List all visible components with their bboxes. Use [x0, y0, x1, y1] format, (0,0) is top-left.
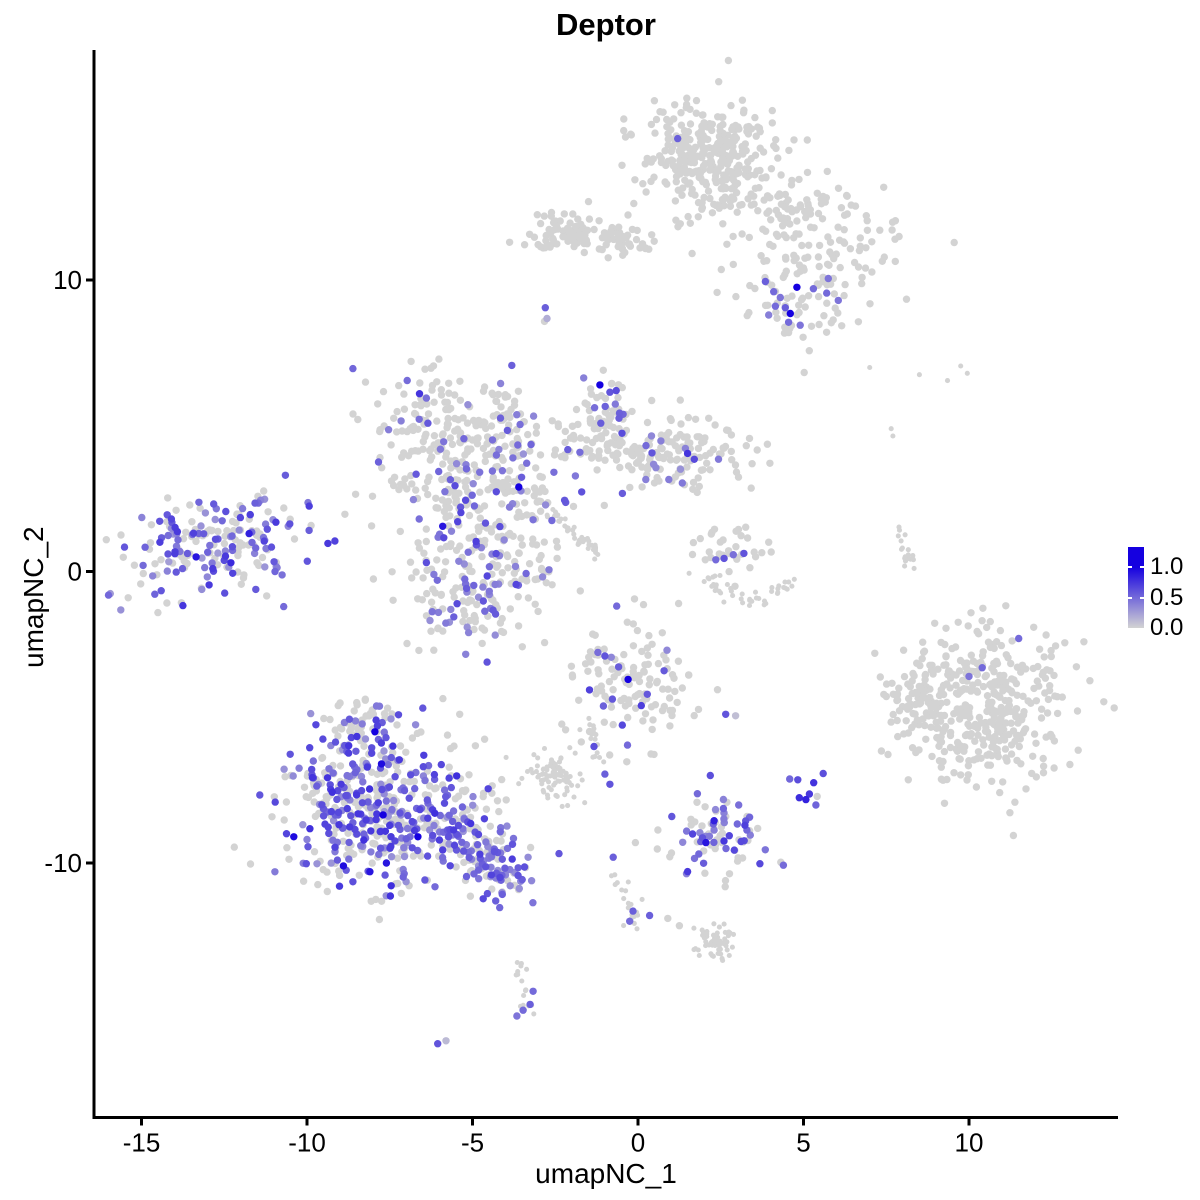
- x-tick-label: -15: [123, 1128, 161, 1158]
- y-tick-label: -10: [44, 848, 82, 878]
- x-tick-label: -5: [461, 1128, 484, 1158]
- y-tick-label: 10: [53, 265, 82, 295]
- x-tick-label: -10: [288, 1128, 326, 1158]
- y-tick-label: 0: [68, 557, 82, 587]
- x-tick-label: 0: [631, 1128, 645, 1158]
- data-points-layer: [102, 56, 1118, 1048]
- x-axis-label: umapNC_1: [535, 1158, 677, 1189]
- x-tick-label: 5: [796, 1128, 810, 1158]
- x-tick-label: 10: [955, 1128, 984, 1158]
- plot-title: Deptor: [556, 7, 656, 42]
- y-axis-label: umapNC_2: [18, 526, 49, 668]
- axes-layer: -15 -10 -5 0 5 10 10 0 -10: [44, 50, 1118, 1158]
